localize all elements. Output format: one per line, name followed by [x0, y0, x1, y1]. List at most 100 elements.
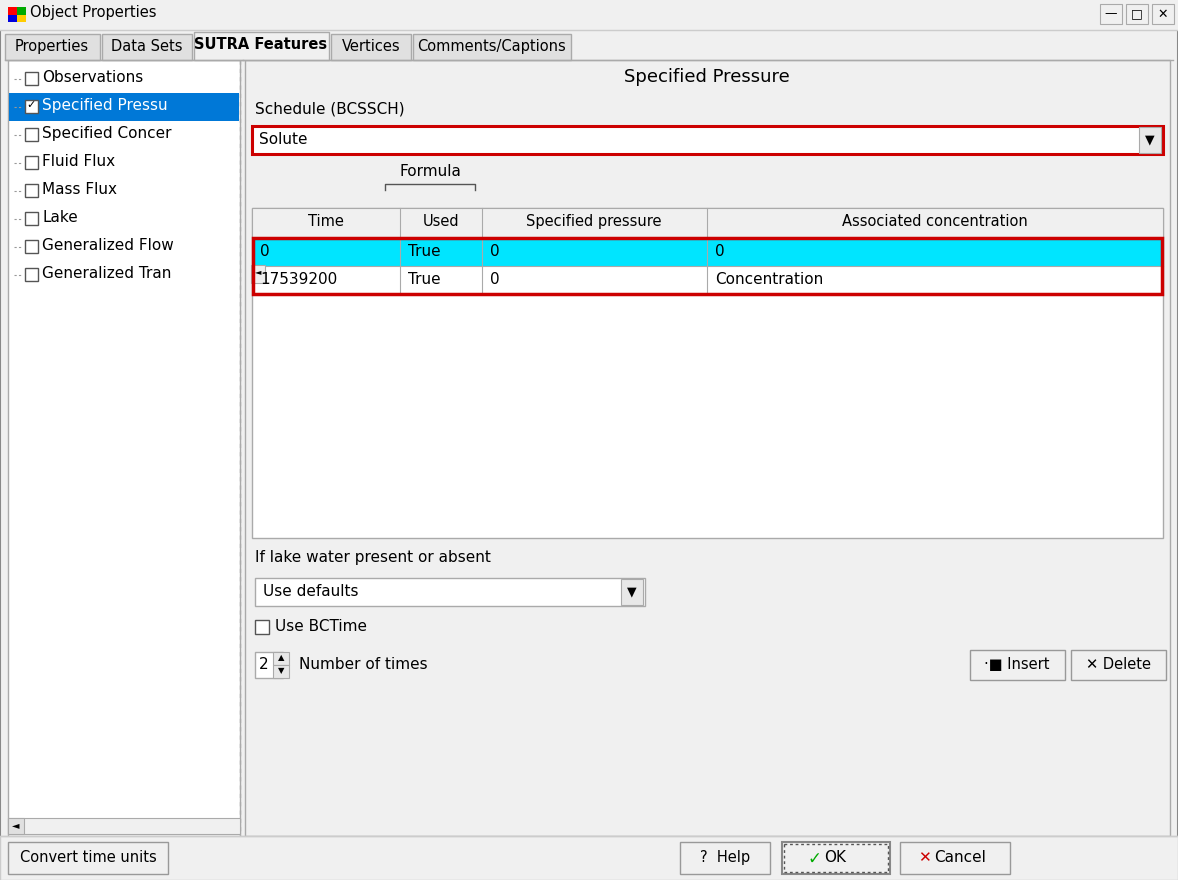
- Bar: [252, 126, 1163, 154]
- Bar: [16, 15, 26, 22]
- Bar: [254, 620, 269, 634]
- Bar: [252, 238, 1163, 266]
- Text: ·■ Insert: ·■ Insert: [985, 657, 1050, 672]
- Bar: [785, 844, 888, 872]
- Bar: [25, 72, 38, 85]
- Bar: [25, 184, 38, 197]
- Bar: [25, 212, 38, 225]
- Text: ◄: ◄: [254, 267, 262, 276]
- Text: ◄: ◄: [12, 820, 20, 830]
- Bar: [25, 156, 38, 169]
- Bar: [8, 15, 16, 22]
- Text: 0: 0: [715, 244, 724, 259]
- Bar: [1139, 127, 1162, 153]
- Bar: [8, 7, 16, 15]
- Text: Observations: Observations: [42, 70, 144, 85]
- Text: Associated concentration: Associated concentration: [842, 214, 1028, 229]
- Text: Fluid Flux: Fluid Flux: [42, 154, 115, 169]
- Text: □: □: [1131, 8, 1143, 20]
- Bar: [194, 32, 329, 60]
- Text: If lake water present or absent: If lake water present or absent: [254, 550, 491, 565]
- Bar: [8, 60, 240, 836]
- Text: 2: 2: [259, 657, 269, 672]
- Text: Object Properties: Object Properties: [29, 5, 157, 20]
- Bar: [25, 100, 38, 113]
- Text: ✓: ✓: [26, 100, 35, 110]
- Text: Number of times: Number of times: [299, 657, 428, 672]
- Text: ▼: ▼: [627, 585, 637, 598]
- Text: 0: 0: [490, 244, 499, 259]
- Text: True: True: [408, 272, 441, 287]
- Text: Use defaults: Use defaults: [263, 584, 358, 599]
- Bar: [273, 652, 289, 665]
- Text: Specified pressure: Specified pressure: [527, 214, 662, 229]
- Bar: [0, 0, 1178, 30]
- Bar: [8, 818, 24, 834]
- Text: ▲: ▲: [278, 653, 284, 662]
- Bar: [25, 240, 38, 253]
- Bar: [251, 265, 265, 283]
- Bar: [102, 34, 192, 60]
- Bar: [969, 650, 1065, 680]
- Bar: [25, 128, 38, 141]
- Text: Mass Flux: Mass Flux: [42, 182, 117, 197]
- Text: Formula: Formula: [399, 164, 461, 179]
- Text: Vertices: Vertices: [342, 39, 401, 54]
- Bar: [25, 268, 38, 281]
- Text: Data Sets: Data Sets: [111, 39, 183, 54]
- Text: Cancel: Cancel: [934, 850, 986, 865]
- Bar: [782, 842, 891, 874]
- Bar: [8, 842, 168, 874]
- Text: Specified Pressu: Specified Pressu: [42, 98, 167, 113]
- Text: Lake: Lake: [42, 210, 78, 225]
- Bar: [252, 208, 1163, 538]
- Bar: [413, 34, 571, 60]
- Text: ✕: ✕: [918, 850, 931, 865]
- Bar: [252, 266, 1163, 294]
- Bar: [9, 93, 239, 121]
- Text: Concentration: Concentration: [715, 272, 823, 287]
- Bar: [253, 238, 1162, 294]
- Bar: [900, 842, 1010, 874]
- Text: —: —: [1105, 8, 1117, 20]
- Bar: [8, 818, 240, 834]
- Text: 17539200: 17539200: [260, 272, 337, 287]
- Text: Solute: Solute: [259, 132, 307, 147]
- Text: Used: Used: [423, 214, 459, 229]
- Bar: [254, 652, 283, 678]
- Bar: [1152, 4, 1174, 24]
- Text: OK: OK: [823, 850, 846, 865]
- Text: Comments/Captions: Comments/Captions: [418, 39, 567, 54]
- Text: SUTRA Features: SUTRA Features: [194, 37, 327, 52]
- Bar: [16, 7, 26, 15]
- Text: Time: Time: [309, 214, 344, 229]
- Text: Schedule (BCSSCH): Schedule (BCSSCH): [254, 102, 404, 117]
- Text: Specified Concer: Specified Concer: [42, 126, 172, 141]
- Bar: [254, 578, 646, 606]
- Text: Convert time units: Convert time units: [20, 850, 157, 865]
- Text: 0: 0: [490, 272, 499, 287]
- Text: Generalized Tran: Generalized Tran: [42, 266, 171, 281]
- Text: Specified Pressure: Specified Pressure: [624, 68, 790, 86]
- Text: ▼: ▼: [1145, 133, 1154, 146]
- Text: ▼: ▼: [278, 666, 284, 675]
- Bar: [5, 34, 100, 60]
- Bar: [1071, 650, 1166, 680]
- Text: Generalized Flow: Generalized Flow: [42, 238, 173, 253]
- Bar: [621, 579, 643, 605]
- Text: 0: 0: [260, 244, 270, 259]
- Bar: [252, 208, 1163, 238]
- Bar: [245, 60, 1170, 836]
- Bar: [1126, 4, 1149, 24]
- Text: ✕: ✕: [1158, 8, 1169, 20]
- Text: Use BCTime: Use BCTime: [274, 619, 368, 634]
- Text: True: True: [408, 244, 441, 259]
- Text: ✕ Delete: ✕ Delete: [1085, 657, 1151, 672]
- Text: ?  Help: ? Help: [700, 850, 750, 865]
- Bar: [0, 836, 1178, 880]
- Bar: [331, 34, 411, 60]
- Text: ✓: ✓: [807, 850, 821, 868]
- Bar: [1100, 4, 1121, 24]
- Text: Properties: Properties: [15, 39, 90, 54]
- Bar: [273, 665, 289, 678]
